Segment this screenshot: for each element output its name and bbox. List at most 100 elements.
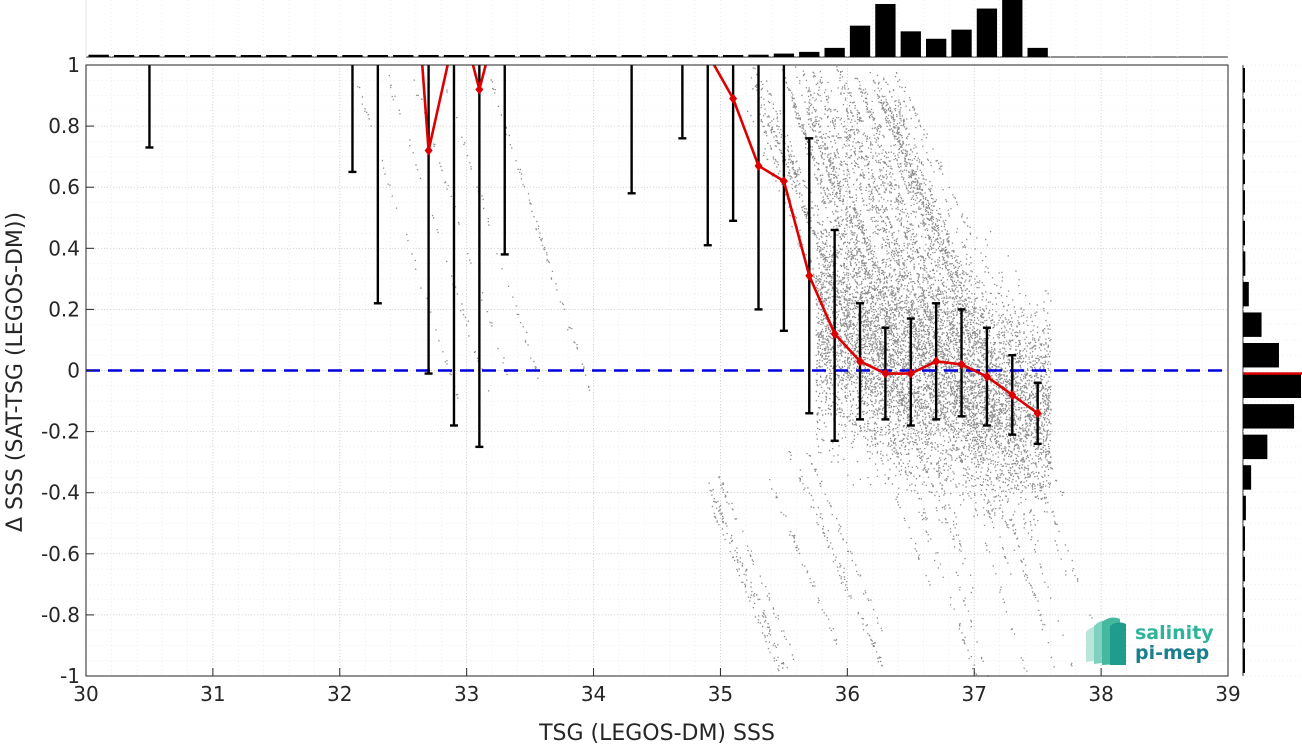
top-hist-bar: [443, 55, 465, 57]
x-tick-label: 38: [1088, 682, 1113, 706]
x-tick-label: 37: [961, 682, 986, 706]
y-tick-label: -0.8: [41, 603, 80, 627]
errorbar: [348, 65, 357, 174]
top-hist-bar: [418, 55, 439, 57]
salinity-pi-mep-logo: salinity pi-mep: [1086, 617, 1214, 665]
top-hist-bar: [190, 55, 211, 57]
mean-point: [881, 368, 890, 379]
x-tick-label: 36: [835, 682, 860, 706]
x-tick-label: 34: [581, 682, 606, 706]
right-hist-bar: [1243, 648, 1245, 673]
right-hist-bar: [1243, 68, 1245, 93]
top-hist-bar: [164, 55, 185, 57]
top-hist-bar: [342, 55, 363, 57]
top-hist-bar: [748, 54, 769, 57]
right-hist-bar: [1243, 251, 1246, 276]
errorbar: [373, 65, 382, 305]
right-hist-bar: [1243, 373, 1301, 398]
mean-point: [1033, 408, 1042, 419]
x-tick-label: 35: [708, 682, 733, 706]
mean-point: [475, 84, 484, 95]
right-hist-bar: [1243, 526, 1245, 551]
errorbar: [754, 65, 763, 311]
errorbar: [475, 65, 484, 449]
mean-point: [1008, 389, 1017, 400]
mean-point: [424, 145, 433, 156]
top-hist-bar: [367, 55, 388, 57]
right-hist-bar: [1243, 465, 1252, 490]
right-hist-bar: [1243, 404, 1295, 429]
top-hist-bar: [672, 55, 693, 57]
top-hist-bar: [1027, 47, 1048, 57]
mean-point: [754, 160, 763, 171]
top-hist-bar: [469, 55, 490, 57]
x-axis-title: TSG (LEGOS-DM) SSS: [538, 721, 775, 745]
right-hist-bar: [1243, 281, 1249, 307]
top-hist-bar: [494, 55, 515, 57]
right-hist-bar: [1243, 159, 1245, 185]
right-hist-bar: [1243, 434, 1268, 460]
mean-point: [957, 359, 966, 370]
x-tick-label: 39: [1215, 682, 1240, 706]
mean-point: [729, 93, 738, 104]
mean-line: [420, 64, 1042, 419]
top-hist-bar: [1002, 0, 1023, 57]
y-axis-title: Δ SSS (SAT-TSG (LEGOS-DM)): [3, 212, 28, 532]
right-hist-bar: [1243, 312, 1262, 337]
mean-point: [906, 368, 915, 379]
right-hist-bar: [1243, 495, 1246, 521]
top-hist-bar: [646, 55, 668, 57]
right-hist-bar: [1243, 556, 1245, 582]
top-hist-bar: [139, 55, 160, 57]
y-tick-label: 1: [67, 53, 80, 77]
mean-line-segment: [712, 64, 735, 100]
right-histogram: [1242, 64, 1302, 677]
x-tick-label: 33: [454, 682, 479, 706]
top-hist-bar: [215, 55, 236, 57]
y-tick-label: 0.2: [48, 297, 80, 321]
top-hist-bar: [113, 55, 135, 57]
x-tick-label: 31: [200, 682, 225, 706]
right-hist-bar: [1243, 98, 1245, 124]
x-axis-ticks: 30 31 32 33 34 35 36 37 38 39: [73, 668, 1241, 706]
top-hist-bar: [240, 55, 262, 57]
mean-point: [856, 356, 865, 367]
top-hist-bar: [900, 31, 921, 57]
logo-text-salinity: salinity: [1135, 622, 1214, 644]
y-tick-label: -1: [60, 664, 80, 688]
right-hist-bar: [1243, 129, 1245, 154]
y-tick-label: 0.4: [48, 236, 80, 260]
top-hist-bar: [722, 55, 744, 57]
top-hist-bar: [875, 3, 896, 57]
mean-point: [805, 270, 814, 281]
y-tick-label: 0.6: [48, 175, 80, 199]
top-hist-bar: [799, 51, 820, 57]
right-hist-bar: [1243, 617, 1245, 643]
top-hist-bar: [849, 25, 871, 57]
top-hist-bar: [773, 53, 795, 57]
top-hist-bar: [291, 55, 312, 57]
x-tick-label: 32: [327, 682, 352, 706]
top-hist-bar: [316, 55, 338, 57]
errorbar: [449, 65, 458, 427]
top-hist-bar: [519, 55, 541, 57]
x-tick-label: 30: [73, 682, 98, 706]
mean-line-segment: [478, 64, 487, 90]
top-hist-bar: [88, 54, 109, 57]
top-hist-bar: [951, 29, 972, 57]
top-histogram: [85, 0, 1229, 58]
top-hist-bar: [393, 55, 414, 57]
top-hist-bar: [570, 55, 592, 57]
right-hist-bar: [1243, 190, 1245, 215]
y-tick-label: -0.6: [41, 542, 80, 566]
mean-point: [779, 176, 788, 187]
errorbar: [703, 65, 712, 247]
mean-point: [932, 356, 941, 367]
mean-point: [830, 328, 839, 339]
top-hist-bar: [266, 55, 287, 57]
top-hist-bar: [621, 55, 642, 57]
y-tick-label: 0: [67, 359, 80, 383]
right-hist-bar: [1243, 343, 1279, 368]
